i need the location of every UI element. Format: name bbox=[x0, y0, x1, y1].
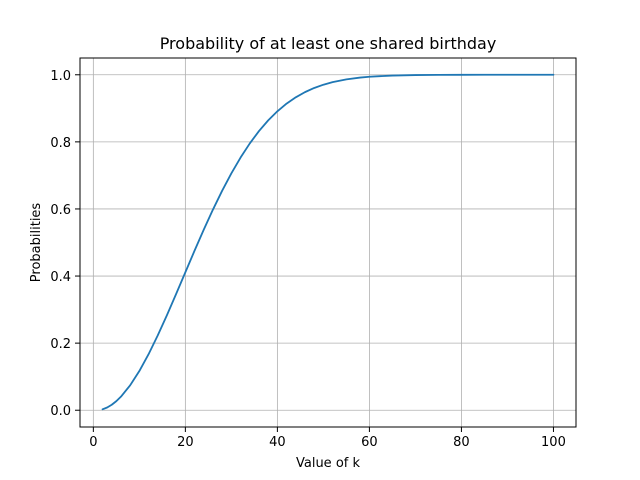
series-layer bbox=[101, 73, 555, 411]
chart-title: Probability of at least one shared birth… bbox=[160, 34, 497, 53]
x-axis-label: Value of k bbox=[296, 456, 360, 471]
series-line bbox=[101, 73, 555, 411]
y-tick-label: 0.4 bbox=[50, 270, 71, 285]
y-tick-label: 0.2 bbox=[50, 337, 71, 352]
x-tick-label: 100 bbox=[541, 435, 566, 450]
plot-frame bbox=[79, 57, 577, 428]
x-tick-label: 60 bbox=[361, 435, 378, 450]
x-tick-label: 0 bbox=[89, 435, 97, 450]
x-tick-label: 20 bbox=[177, 435, 194, 450]
y-tick-label: 0.0 bbox=[50, 404, 71, 419]
x-tick-label: 80 bbox=[453, 435, 470, 450]
x-axis-ticks: 0 20 40 60 80 100 bbox=[89, 427, 566, 450]
y-tick-label: 0.8 bbox=[50, 136, 71, 151]
y-tick-label: 1.0 bbox=[50, 69, 71, 84]
x-tick-label: 40 bbox=[269, 435, 286, 450]
y-tick-label: 0.6 bbox=[50, 203, 71, 218]
y-axis-ticks: 0.0 0.2 0.4 0.6 0.8 1.0 bbox=[50, 69, 80, 419]
grid-layer bbox=[80, 58, 576, 427]
y-axis-label: Probabilities bbox=[29, 203, 44, 283]
